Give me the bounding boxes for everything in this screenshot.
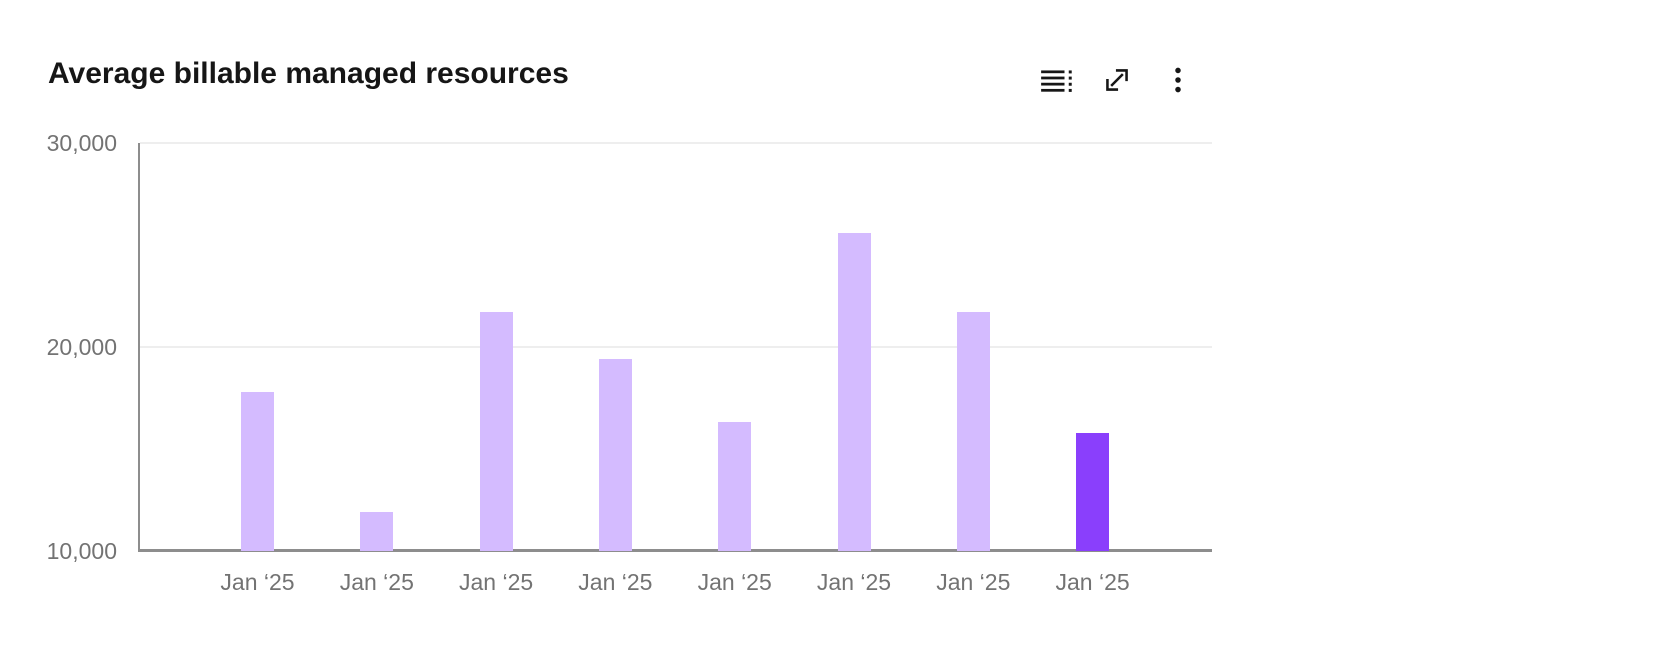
bar[interactable] (837, 232, 871, 551)
y-axis-tick-label: 30,000 (46, 130, 117, 156)
x-axis-tick-label: Jan ‘25 (220, 569, 295, 595)
expand-button[interactable] (1093, 56, 1141, 104)
data-table-button[interactable] (1032, 56, 1080, 104)
bar[interactable] (241, 391, 274, 551)
x-axis-tick-label: Jan ‘25 (697, 569, 772, 595)
overflow-menu-icon (1175, 67, 1181, 93)
bar[interactable] (956, 312, 990, 551)
bar[interactable] (360, 512, 394, 551)
y-axis-line (138, 143, 140, 552)
x-axis-tick-label: Jan ‘25 (578, 569, 653, 595)
overflow-menu-button[interactable] (1154, 56, 1202, 104)
y-axis-tick-label: 10,000 (46, 538, 117, 564)
bar[interactable] (1076, 432, 1110, 551)
bar[interactable] (718, 422, 752, 551)
chart-title: Average billable managed resources (48, 57, 569, 90)
x-axis-tick-label: Jan ‘25 (339, 569, 414, 595)
x-axis-line (138, 549, 1212, 552)
x-axis-tick-label: Jan ‘25 (816, 569, 892, 595)
data-table-icon (1041, 70, 1072, 92)
gridline (140, 346, 1212, 348)
bar[interactable] (479, 312, 513, 551)
x-axis-tick-label: Jan ‘25 (459, 569, 534, 595)
x-axis-tick-label: Jan ‘25 (936, 569, 1011, 595)
bar[interactable] (598, 359, 632, 551)
chart-toolbar (1032, 56, 1202, 104)
gridline (140, 142, 1212, 144)
x-axis-tick-label: Jan ‘25 (1055, 569, 1130, 595)
y-axis-tick-label: 20,000 (46, 334, 117, 360)
expand-icon (1106, 69, 1128, 91)
